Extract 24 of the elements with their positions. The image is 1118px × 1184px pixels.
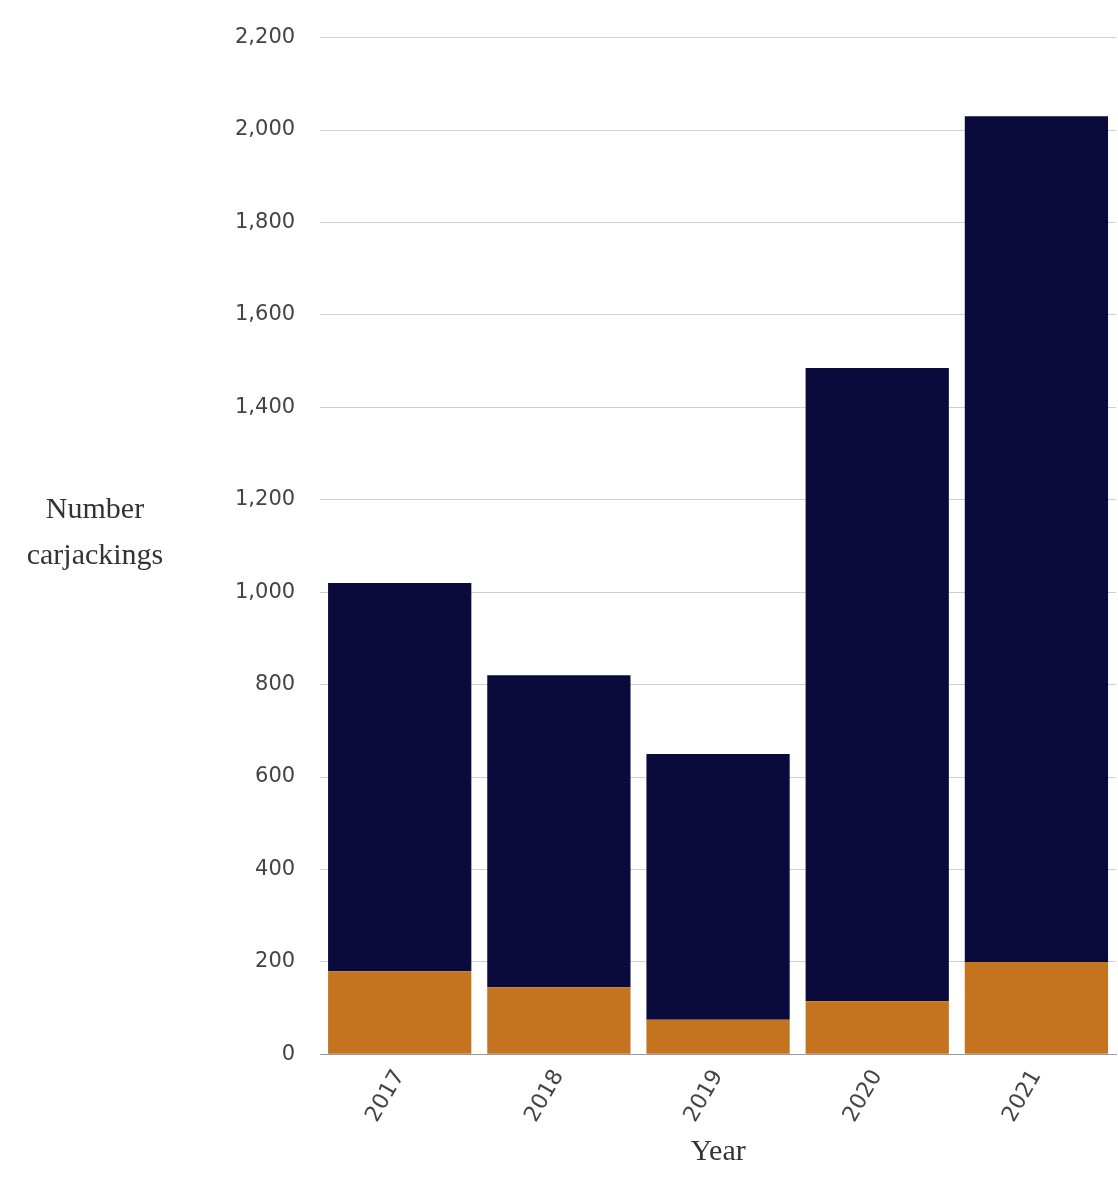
bar: [964, 116, 1109, 962]
bar: [646, 753, 790, 1020]
bar: [487, 987, 631, 1054]
y-tick-label: 1,400: [234, 393, 296, 418]
bar: [964, 961, 1109, 1054]
y-tick-label: 1,000: [234, 578, 296, 603]
x-axis-title: Year: [690, 1132, 746, 1166]
y-tick-label: 1,200: [234, 486, 296, 511]
y-tick-label: 0: [281, 1040, 296, 1065]
y-tick-label: 200: [255, 948, 296, 973]
bar: [805, 368, 949, 1002]
y-tick-label: 800: [255, 671, 296, 696]
y-tick-label: 2,000: [234, 116, 296, 141]
y-tick-label: 2,200: [234, 24, 296, 49]
y-tick-label: 1,800: [234, 208, 296, 233]
bar: [487, 675, 631, 988]
y-tick-label: 1,600: [234, 301, 296, 326]
y-tick-label: 400: [255, 855, 296, 880]
y-axis-title: Number carjackings: [25, 490, 165, 572]
bar: [646, 1019, 790, 1054]
bar: [328, 971, 472, 1054]
bar: [328, 582, 472, 972]
y-tick-label: 600: [255, 763, 296, 788]
bar: [805, 1001, 949, 1054]
